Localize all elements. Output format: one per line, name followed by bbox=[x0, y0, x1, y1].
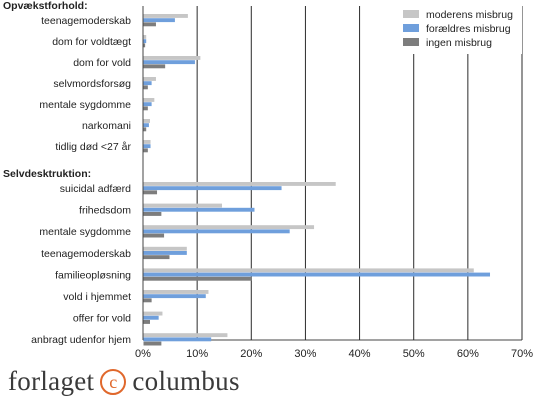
publisher-name-right: columbus bbox=[132, 365, 240, 396]
bar bbox=[143, 311, 163, 316]
legend-swatch bbox=[403, 10, 419, 18]
bar bbox=[143, 35, 147, 39]
horizontal-bar-chart: 0% 10% 20% 30% 40% 50% 60% 70% Opvækstforhold: te… bbox=[3, 0, 533, 360]
bar bbox=[143, 81, 152, 86]
bar bbox=[143, 56, 201, 60]
x-tick-label: 60% bbox=[457, 348, 479, 360]
category-label: tidlig død <27 år bbox=[55, 141, 131, 153]
bar bbox=[143, 203, 223, 208]
category-label: teenagemoderskab bbox=[41, 248, 131, 260]
bar bbox=[143, 246, 187, 251]
x-tick-label: 20% bbox=[240, 348, 262, 360]
category-label: offer for vold bbox=[73, 313, 131, 325]
bar bbox=[143, 212, 162, 216]
category-label: mentale sygdomme bbox=[39, 99, 131, 111]
group-heading: Opvækstforhold: bbox=[3, 0, 88, 12]
category-label: suicidal adfærd bbox=[60, 183, 131, 195]
category-label: mentale sygdomme bbox=[39, 226, 131, 238]
bar bbox=[143, 333, 228, 338]
bar bbox=[143, 337, 212, 342]
legend-swatch bbox=[403, 38, 419, 46]
bar bbox=[143, 315, 159, 320]
bar bbox=[143, 251, 187, 255]
publisher-name-left: forlaget bbox=[8, 365, 95, 396]
category-label: dom for voldtægt bbox=[52, 36, 131, 48]
bar bbox=[143, 229, 290, 234]
bar bbox=[143, 123, 149, 128]
publisher-logo: forlaget c columbus bbox=[8, 364, 240, 398]
copyright-circle-icon: c bbox=[100, 369, 127, 395]
x-tick-label: 70% bbox=[511, 348, 533, 360]
bar bbox=[143, 60, 195, 65]
legend-label: forældres misbrug bbox=[426, 23, 511, 35]
bar bbox=[143, 186, 282, 191]
category-label: vold i hjemmet bbox=[63, 291, 131, 303]
bar bbox=[143, 18, 175, 23]
bar bbox=[143, 102, 152, 107]
bar bbox=[143, 290, 209, 294]
bar bbox=[143, 106, 148, 111]
bar bbox=[143, 119, 150, 123]
x-tick-label: 50% bbox=[403, 348, 425, 360]
group-heading: Selvdesktruktion: bbox=[3, 168, 91, 180]
bar bbox=[143, 140, 151, 144]
x-tick-label: 40% bbox=[349, 348, 371, 360]
bar bbox=[143, 294, 206, 299]
bar bbox=[143, 148, 148, 153]
bar bbox=[143, 77, 156, 81]
legend-label: ingen misbrug bbox=[426, 37, 492, 49]
category-label: frihedsdom bbox=[79, 205, 131, 217]
bar bbox=[143, 182, 336, 186]
bar bbox=[143, 233, 165, 238]
category-label: teenagemoderskab bbox=[41, 15, 131, 27]
bar bbox=[143, 272, 491, 277]
legend-label: moderens misbrug bbox=[426, 9, 513, 21]
bar bbox=[143, 98, 155, 102]
bar bbox=[143, 39, 147, 44]
bar bbox=[143, 207, 255, 212]
category-label: dom for vold bbox=[73, 57, 131, 69]
legend-box bbox=[400, 4, 522, 54]
category-label: familieopløsning bbox=[55, 269, 131, 281]
bar bbox=[143, 341, 162, 346]
bar bbox=[143, 144, 151, 149]
bar bbox=[143, 268, 474, 273]
category-label: selvmordsforsøg bbox=[53, 78, 131, 90]
legend-swatch bbox=[403, 24, 419, 32]
bar bbox=[143, 64, 166, 69]
category-label: anbragt udenfor hjem bbox=[31, 334, 131, 346]
bar bbox=[143, 320, 150, 324]
x-tick-label: 0% bbox=[135, 348, 151, 360]
bar bbox=[143, 298, 152, 303]
bar bbox=[143, 43, 146, 48]
category-label: narkomani bbox=[82, 120, 131, 132]
bar bbox=[143, 255, 170, 260]
bar bbox=[143, 225, 315, 230]
bar bbox=[143, 190, 158, 195]
bar bbox=[143, 14, 188, 18]
bar bbox=[143, 276, 252, 281]
bar bbox=[143, 22, 156, 27]
x-tick-label: 10% bbox=[186, 348, 208, 360]
bar bbox=[143, 127, 147, 132]
x-tick-label: 30% bbox=[294, 348, 316, 360]
bar bbox=[143, 85, 148, 90]
